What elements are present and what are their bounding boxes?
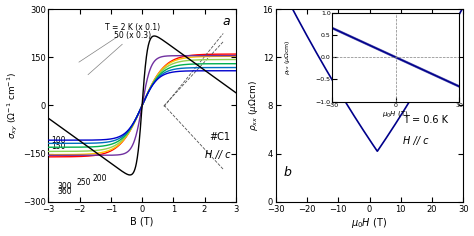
Text: #C7: #C7: [403, 94, 424, 104]
X-axis label: B (T): B (T): [130, 216, 154, 227]
Y-axis label: $\rho_{xx}$ ($\mu\Omega$cm): $\rho_{xx}$ ($\mu\Omega$cm): [247, 80, 260, 131]
Text: H // c: H // c: [205, 150, 230, 160]
Text: 150: 150: [52, 142, 66, 151]
Text: 200: 200: [92, 174, 107, 183]
Text: 250: 250: [77, 178, 91, 187]
Text: T = 0.6 K: T = 0.6 K: [403, 115, 448, 125]
Text: b: b: [283, 166, 292, 179]
Text: H // c: H // c: [403, 136, 428, 146]
Text: T = 2 K (x 0.1): T = 2 K (x 0.1): [79, 23, 160, 62]
X-axis label: $\mu_0H$ (T): $\mu_0H$ (T): [352, 216, 388, 230]
Text: 360: 360: [58, 187, 73, 196]
Text: 100: 100: [52, 136, 66, 145]
Y-axis label: $\sigma_{xy}$ ($\Omega^{-1}$ cm$^{-1}$): $\sigma_{xy}$ ($\Omega^{-1}$ cm$^{-1}$): [6, 72, 20, 139]
Text: #C1: #C1: [209, 132, 230, 143]
Text: 300: 300: [58, 182, 73, 191]
Text: a: a: [222, 15, 230, 28]
Text: 50 (x 0.3): 50 (x 0.3): [88, 31, 151, 75]
